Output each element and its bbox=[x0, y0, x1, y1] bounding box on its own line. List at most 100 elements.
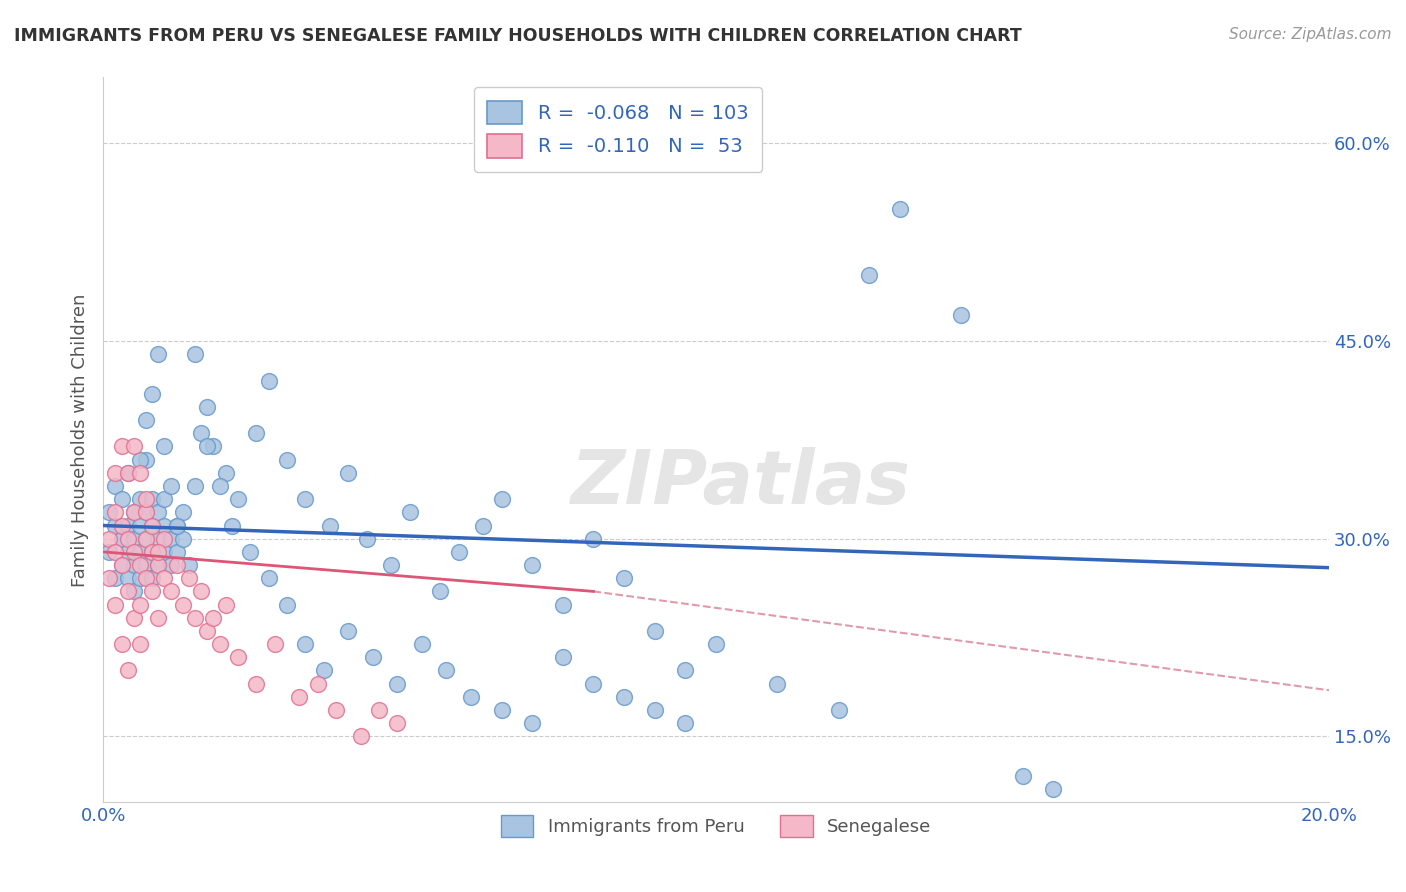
Point bbox=[110, 558, 132, 572]
Point bbox=[135, 452, 157, 467]
Point bbox=[110, 492, 132, 507]
Point bbox=[117, 584, 139, 599]
Point bbox=[148, 545, 170, 559]
Point bbox=[122, 439, 145, 453]
Point bbox=[110, 637, 132, 651]
Point bbox=[460, 690, 482, 704]
Point bbox=[582, 532, 605, 546]
Point bbox=[387, 716, 409, 731]
Point bbox=[122, 611, 145, 625]
Point bbox=[208, 479, 231, 493]
Point bbox=[889, 202, 911, 217]
Point bbox=[411, 637, 433, 651]
Point bbox=[104, 545, 127, 559]
Point bbox=[644, 624, 666, 638]
Point bbox=[208, 637, 231, 651]
Point bbox=[215, 598, 238, 612]
Point bbox=[337, 466, 360, 480]
Point bbox=[104, 505, 127, 519]
Point bbox=[398, 505, 420, 519]
Point bbox=[429, 584, 451, 599]
Point bbox=[135, 413, 157, 427]
Point bbox=[166, 518, 188, 533]
Point bbox=[673, 664, 696, 678]
Point bbox=[361, 650, 384, 665]
Point bbox=[184, 347, 207, 361]
Point bbox=[950, 308, 973, 322]
Point bbox=[122, 584, 145, 599]
Point bbox=[766, 676, 789, 690]
Point bbox=[276, 598, 298, 612]
Point bbox=[195, 439, 218, 453]
Point bbox=[129, 571, 152, 585]
Point bbox=[117, 518, 139, 533]
Point bbox=[491, 703, 513, 717]
Point bbox=[153, 492, 176, 507]
Point bbox=[294, 637, 316, 651]
Point bbox=[257, 571, 280, 585]
Point bbox=[153, 571, 176, 585]
Point bbox=[159, 532, 181, 546]
Point bbox=[141, 584, 163, 599]
Point bbox=[129, 518, 152, 533]
Point bbox=[98, 505, 121, 519]
Point bbox=[491, 492, 513, 507]
Point bbox=[135, 492, 157, 507]
Point bbox=[129, 452, 152, 467]
Point bbox=[135, 571, 157, 585]
Point bbox=[172, 532, 194, 546]
Point bbox=[148, 611, 170, 625]
Point bbox=[582, 676, 605, 690]
Point bbox=[153, 532, 176, 546]
Point bbox=[673, 716, 696, 731]
Point bbox=[129, 637, 152, 651]
Point bbox=[117, 532, 139, 546]
Point bbox=[104, 518, 127, 533]
Point bbox=[129, 598, 152, 612]
Point bbox=[257, 374, 280, 388]
Point bbox=[135, 558, 157, 572]
Point bbox=[288, 690, 311, 704]
Point bbox=[141, 545, 163, 559]
Point bbox=[337, 624, 360, 638]
Point bbox=[644, 703, 666, 717]
Point bbox=[349, 730, 371, 744]
Point bbox=[434, 664, 457, 678]
Point bbox=[117, 545, 139, 559]
Point bbox=[307, 676, 329, 690]
Point bbox=[190, 584, 212, 599]
Point bbox=[135, 532, 157, 546]
Point bbox=[1011, 769, 1033, 783]
Point bbox=[153, 518, 176, 533]
Point bbox=[104, 598, 127, 612]
Point bbox=[166, 558, 188, 572]
Point bbox=[148, 532, 170, 546]
Point bbox=[129, 492, 152, 507]
Point bbox=[98, 571, 121, 585]
Point bbox=[148, 558, 170, 572]
Point bbox=[319, 518, 342, 533]
Point bbox=[195, 624, 218, 638]
Point bbox=[613, 571, 636, 585]
Point bbox=[522, 558, 544, 572]
Point bbox=[135, 532, 157, 546]
Point bbox=[110, 558, 132, 572]
Point bbox=[184, 479, 207, 493]
Point bbox=[312, 664, 335, 678]
Point bbox=[215, 466, 238, 480]
Point bbox=[104, 479, 127, 493]
Point bbox=[368, 703, 391, 717]
Text: IMMIGRANTS FROM PERU VS SENEGALESE FAMILY HOUSEHOLDS WITH CHILDREN CORRELATION C: IMMIGRANTS FROM PERU VS SENEGALESE FAMIL… bbox=[14, 27, 1022, 45]
Point bbox=[472, 518, 495, 533]
Point bbox=[172, 598, 194, 612]
Point bbox=[159, 558, 181, 572]
Point bbox=[356, 532, 378, 546]
Point bbox=[190, 426, 212, 441]
Point bbox=[141, 518, 163, 533]
Point bbox=[141, 492, 163, 507]
Point bbox=[704, 637, 727, 651]
Point bbox=[153, 545, 176, 559]
Point bbox=[122, 505, 145, 519]
Point bbox=[172, 505, 194, 519]
Point bbox=[148, 558, 170, 572]
